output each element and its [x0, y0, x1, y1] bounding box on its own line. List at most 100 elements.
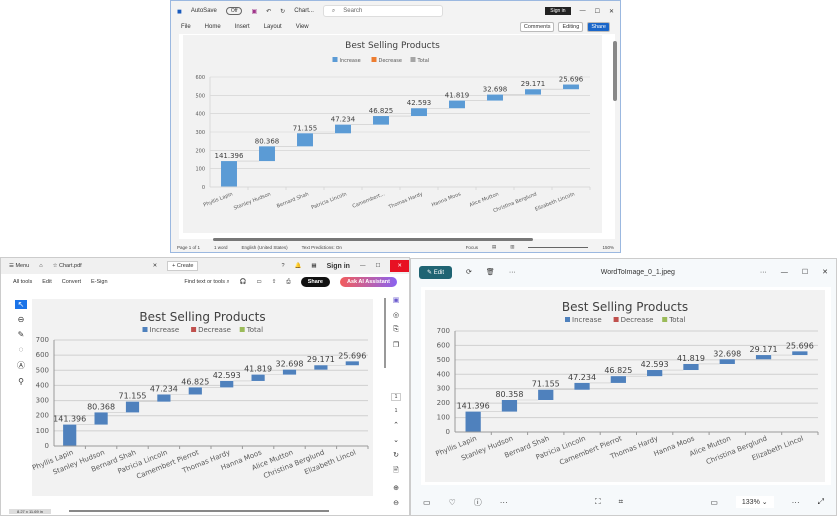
more-options-icon[interactable]: ···	[791, 497, 800, 507]
zoom-dropdown[interactable]: 133% ⌄	[735, 496, 774, 508]
create-button[interactable]: + Create	[167, 261, 199, 271]
menu-home[interactable]: Home	[204, 24, 221, 30]
info-icon[interactable]: ⓘ	[473, 497, 482, 507]
prev-page-icon[interactable]: ⌃	[393, 422, 399, 429]
close-button[interactable]: ✕	[822, 269, 828, 276]
autosave-toggle[interactable]: Off	[225, 7, 243, 15]
zoom-tool-icon[interactable]: ⊖	[17, 315, 25, 324]
sign-in-button[interactable]: Sign in	[326, 262, 350, 270]
menu-view[interactable]: View	[295, 24, 309, 30]
zoom-slider[interactable]	[528, 246, 589, 248]
headphones-icon[interactable]: 🎧	[239, 279, 247, 285]
more-icon[interactable]: ···	[508, 268, 516, 276]
all-tools[interactable]: All tools	[13, 279, 33, 285]
share-button[interactable]: Share	[587, 22, 610, 32]
edit-tool[interactable]: Edit	[42, 279, 52, 285]
apps-icon[interactable]: ▦	[311, 263, 317, 269]
data-label: 41.819	[244, 365, 272, 374]
find-input[interactable]: Find text or tools ⌕	[184, 279, 229, 286]
scan-text-icon[interactable]: ⌗	[618, 497, 624, 506]
bar	[125, 401, 140, 413]
upload-icon[interactable]: ⇪	[271, 279, 277, 285]
fit-icon[interactable]: ▭	[710, 497, 718, 507]
bar	[345, 361, 359, 366]
zoom-in-icon[interactable]: ⊕	[393, 485, 399, 492]
doc-title[interactable]: Chart...	[294, 8, 314, 14]
data-label: 80.358	[495, 390, 523, 399]
page-icon[interactable]: ▭	[256, 279, 262, 285]
read-mode-icon[interactable]: ▤	[491, 244, 497, 249]
legend-swatch	[613, 317, 619, 322]
maximize-button[interactable]: ☐	[801, 269, 809, 276]
data-label: 141.396	[457, 402, 490, 411]
print-layout-icon[interactable]: ▥	[510, 244, 515, 249]
menu-button[interactable]: ☰ Menu	[9, 263, 30, 269]
y-tick-label: 700	[36, 336, 49, 344]
lasso-tool-icon[interactable]: ◌	[18, 345, 24, 354]
horizontal-scrollbar[interactable]	[213, 238, 533, 241]
rotate-icon[interactable]: ⟳	[466, 269, 472, 276]
ai-icon[interactable]: ▣	[392, 297, 400, 304]
bar	[188, 387, 202, 395]
esign-tool[interactable]: E-Sign	[91, 279, 108, 285]
visual-search-icon[interactable]: ⛶	[594, 497, 601, 506]
horizontal-scrollbar[interactable]	[69, 510, 329, 512]
minimize-button[interactable]: —	[359, 263, 366, 269]
pdf-tab[interactable]: ☆ Chart.pdf	[52, 263, 82, 269]
delete-icon[interactable]: 🗑	[485, 269, 495, 276]
search-input[interactable]: ⌕ Search	[322, 5, 443, 17]
export-icon[interactable]: ⎘	[393, 326, 399, 333]
more-icon[interactable]: ···	[499, 497, 508, 507]
maximize-button[interactable]: ☐	[594, 8, 600, 15]
more-options-icon[interactable]: ···	[759, 268, 767, 276]
edit-button[interactable]: ✎ Edit	[419, 265, 453, 279]
redo-icon[interactable]: ↻	[280, 8, 286, 15]
comment-icon[interactable]: ◎	[392, 312, 400, 319]
page-number-input[interactable]: 1	[390, 393, 402, 401]
menu-insert[interactable]: Insert	[234, 24, 250, 30]
text-tool-icon[interactable]: Ⓐ	[17, 361, 25, 370]
draw-tool-icon[interactable]: ✎	[17, 330, 25, 339]
fullscreen-icon[interactable]: ⤢	[817, 497, 825, 506]
undo-icon[interactable]: ↶	[266, 8, 272, 15]
next-page-icon[interactable]: ⌄	[393, 437, 399, 444]
menu-layout[interactable]: Layout	[263, 24, 282, 30]
help-icon[interactable]: ?	[281, 263, 285, 269]
save-icon[interactable]: ▣	[251, 8, 258, 15]
minimize-button[interactable]: —	[579, 8, 586, 14]
data-label: 32.698	[713, 349, 741, 358]
select-tool-icon[interactable]: ↖	[14, 300, 28, 309]
save-page-icon[interactable]: 🖹	[393, 467, 399, 474]
notifications-icon[interactable]: 🔔	[294, 263, 302, 269]
rotate-icon[interactable]: ↻	[393, 452, 399, 459]
copy-icon[interactable]: ❐	[392, 342, 400, 349]
share-button[interactable]: Share	[300, 277, 330, 287]
vertical-scrollbar[interactable]	[613, 41, 617, 101]
text-predictions[interactable]: Text Predictions: On	[301, 244, 342, 250]
home-icon[interactable]: ⌂	[39, 263, 43, 269]
menu-file[interactable]: File	[181, 24, 191, 30]
close-button[interactable]: ✕	[608, 8, 614, 15]
focus-button[interactable]: Focus	[465, 244, 478, 250]
tab-close-icon[interactable]: ✕	[152, 263, 158, 269]
filmstrip-icon[interactable]: ▭	[423, 497, 431, 507]
print-icon[interactable]: ⎙	[286, 278, 291, 285]
stamp-tool-icon[interactable]: ⚲	[18, 377, 24, 386]
zoom-out-icon[interactable]: ⊖	[393, 500, 399, 507]
page-size: 8.27 x 11.69 in	[9, 509, 51, 514]
editing-button[interactable]: Editing	[558, 22, 584, 32]
vertical-scrollbar[interactable]	[384, 298, 386, 368]
zoom-level[interactable]: 150%	[602, 244, 614, 250]
language[interactable]: English (United States)	[241, 244, 288, 250]
ai-assistant-button[interactable]: Ask AI Assistant	[340, 277, 397, 287]
sign-in-button[interactable]: Sign in	[545, 7, 571, 15]
favorite-icon[interactable]: ♡	[448, 497, 456, 507]
close-button[interactable]: ✕	[390, 260, 409, 272]
comments-button[interactable]: Comments	[519, 22, 555, 32]
bar	[449, 100, 465, 109]
bar	[719, 359, 735, 364]
minimize-button[interactable]: —	[780, 268, 788, 276]
maximize-button[interactable]: ☐	[375, 263, 381, 269]
convert-tool[interactable]: Convert	[61, 279, 82, 285]
legend-item: Decrease	[621, 316, 654, 324]
